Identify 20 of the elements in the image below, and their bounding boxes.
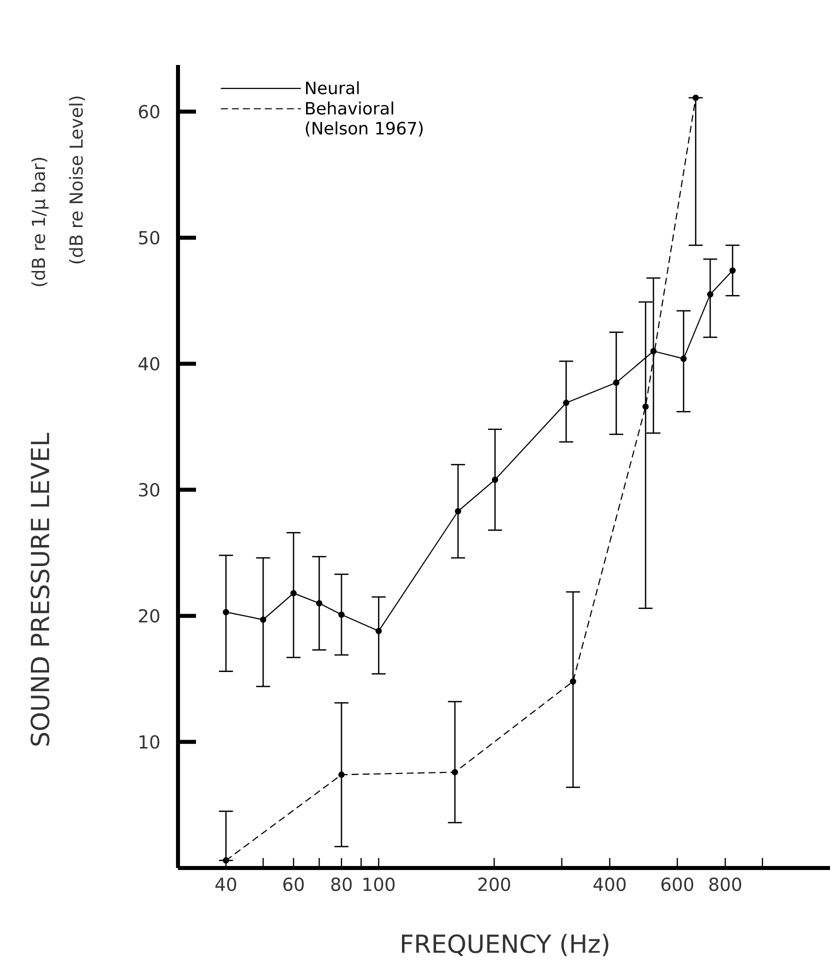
x-tick-label: 40 (215, 878, 236, 892)
y-tick-label: 60 (138, 104, 160, 118)
x-tick-label: 800 (709, 878, 742, 892)
y-tick-label: 50 (139, 230, 160, 244)
y-tick-label: 10 (140, 735, 160, 749)
x-axis-title: FREQUENCY (Hz) (402, 934, 608, 956)
legend-label: Behavioral (Nelson 1967) (306, 102, 423, 137)
x-tick-label: 60 (283, 878, 304, 892)
x-tick-label: 600 (661, 878, 694, 892)
x-tick-label: 80 (331, 878, 352, 892)
x-tick-label: 200 (478, 878, 510, 892)
x-tick-label: 400 (593, 878, 626, 892)
y-axis-title: SOUND PRESSURE LEVEL (30, 432, 50, 746)
y-tick-label: 40 (138, 356, 160, 371)
text: (dB re 1/μ bar) (31, 158, 49, 286)
y-tick-label: 20 (138, 609, 160, 623)
x-tick-label: 100 (364, 878, 395, 892)
legend-label: Neural (306, 81, 359, 94)
text: (dB re Noise Level) (69, 96, 85, 264)
y-tick-label: 30 (139, 483, 160, 497)
